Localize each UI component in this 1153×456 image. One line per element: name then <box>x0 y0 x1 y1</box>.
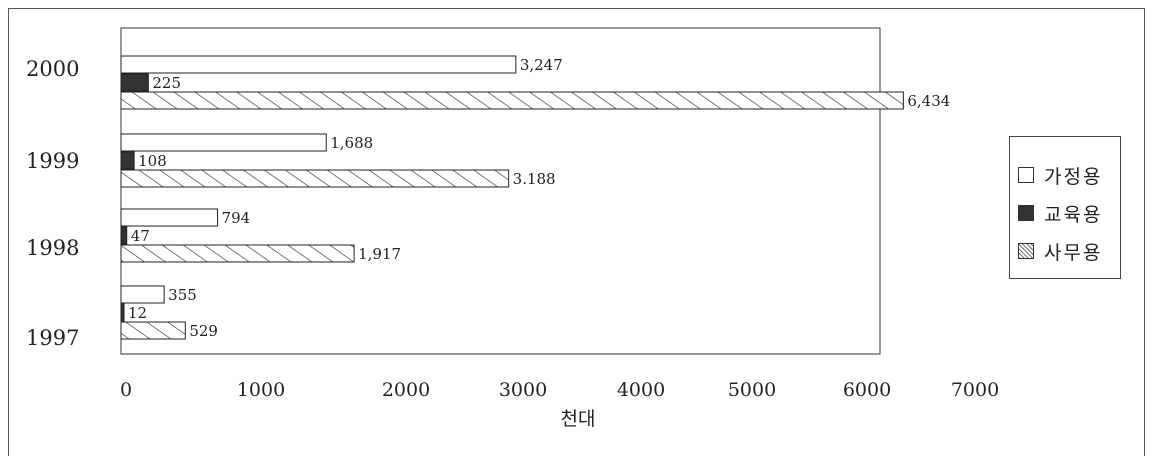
x-axis-label: 천대 <box>561 408 596 430</box>
x-tick-label-4000: 4000 <box>617 379 665 401</box>
plot-area <box>120 27 881 355</box>
bar-education-1997 <box>120 303 125 322</box>
legend-item-education: 교육용 <box>1018 199 1102 227</box>
bar-education-2000 <box>120 73 149 92</box>
x-tick-label-7000: 7000 <box>951 379 999 401</box>
legend-item-home: 가정용 <box>1018 161 1102 189</box>
bar-home-1998 <box>120 208 219 227</box>
data-label-office-2000: 6,434 <box>907 92 950 110</box>
data-label-education-1999: 108 <box>138 152 167 170</box>
bar-home-1999 <box>120 133 327 152</box>
legend-label: 가정용 <box>1044 165 1103 188</box>
x-tick-label-6000: 6000 <box>843 379 891 401</box>
bar-home-2000 <box>120 55 517 74</box>
data-label-office-1997: 529 <box>189 322 218 340</box>
legend-swatch-home <box>1018 167 1034 183</box>
bar-office-1997 <box>120 321 186 340</box>
x-tick-label-0: 0 <box>120 379 132 401</box>
y-tick-label-1997: 1997 <box>26 326 79 350</box>
legend-label: 사무용 <box>1044 241 1103 264</box>
bar-office-2000 <box>120 91 904 110</box>
y-tick-label-1998: 1998 <box>26 236 79 260</box>
legend: 가정용 교육용 사무용 <box>1009 136 1121 279</box>
legend-swatch-education <box>1018 205 1034 221</box>
legend-swatch-office <box>1018 243 1034 259</box>
y-tick-label-2000: 2000 <box>26 57 79 81</box>
x-tick-label-1000: 1000 <box>237 379 285 401</box>
data-label-education-1998: 47 <box>131 227 150 245</box>
data-label-education-2000: 225 <box>152 74 181 92</box>
legend-label: 교육용 <box>1044 203 1103 226</box>
data-label-home-2000: 3,247 <box>520 56 563 74</box>
bar-office-1998 <box>120 244 355 263</box>
data-label-office-1999: 3.188 <box>513 170 556 188</box>
bar-education-1999 <box>120 151 135 170</box>
legend-item-office: 사무용 <box>1018 237 1102 265</box>
y-tick-label-1999: 1999 <box>26 149 79 173</box>
chart-frame <box>8 8 1145 456</box>
data-label-home-1998: 794 <box>222 209 251 227</box>
x-tick-label-3000: 3000 <box>499 379 547 401</box>
data-label-home-1999: 1,688 <box>330 134 373 152</box>
bar-office-1999 <box>120 169 510 188</box>
x-tick-label-2000: 2000 <box>382 379 430 401</box>
data-label-education-1997: 12 <box>128 304 147 322</box>
x-tick-label-5000: 5000 <box>728 379 776 401</box>
data-label-home-1997: 355 <box>168 286 197 304</box>
data-label-office-1998: 1,917 <box>358 245 401 263</box>
bar-education-1998 <box>120 226 128 245</box>
bar-home-1997 <box>120 285 165 304</box>
